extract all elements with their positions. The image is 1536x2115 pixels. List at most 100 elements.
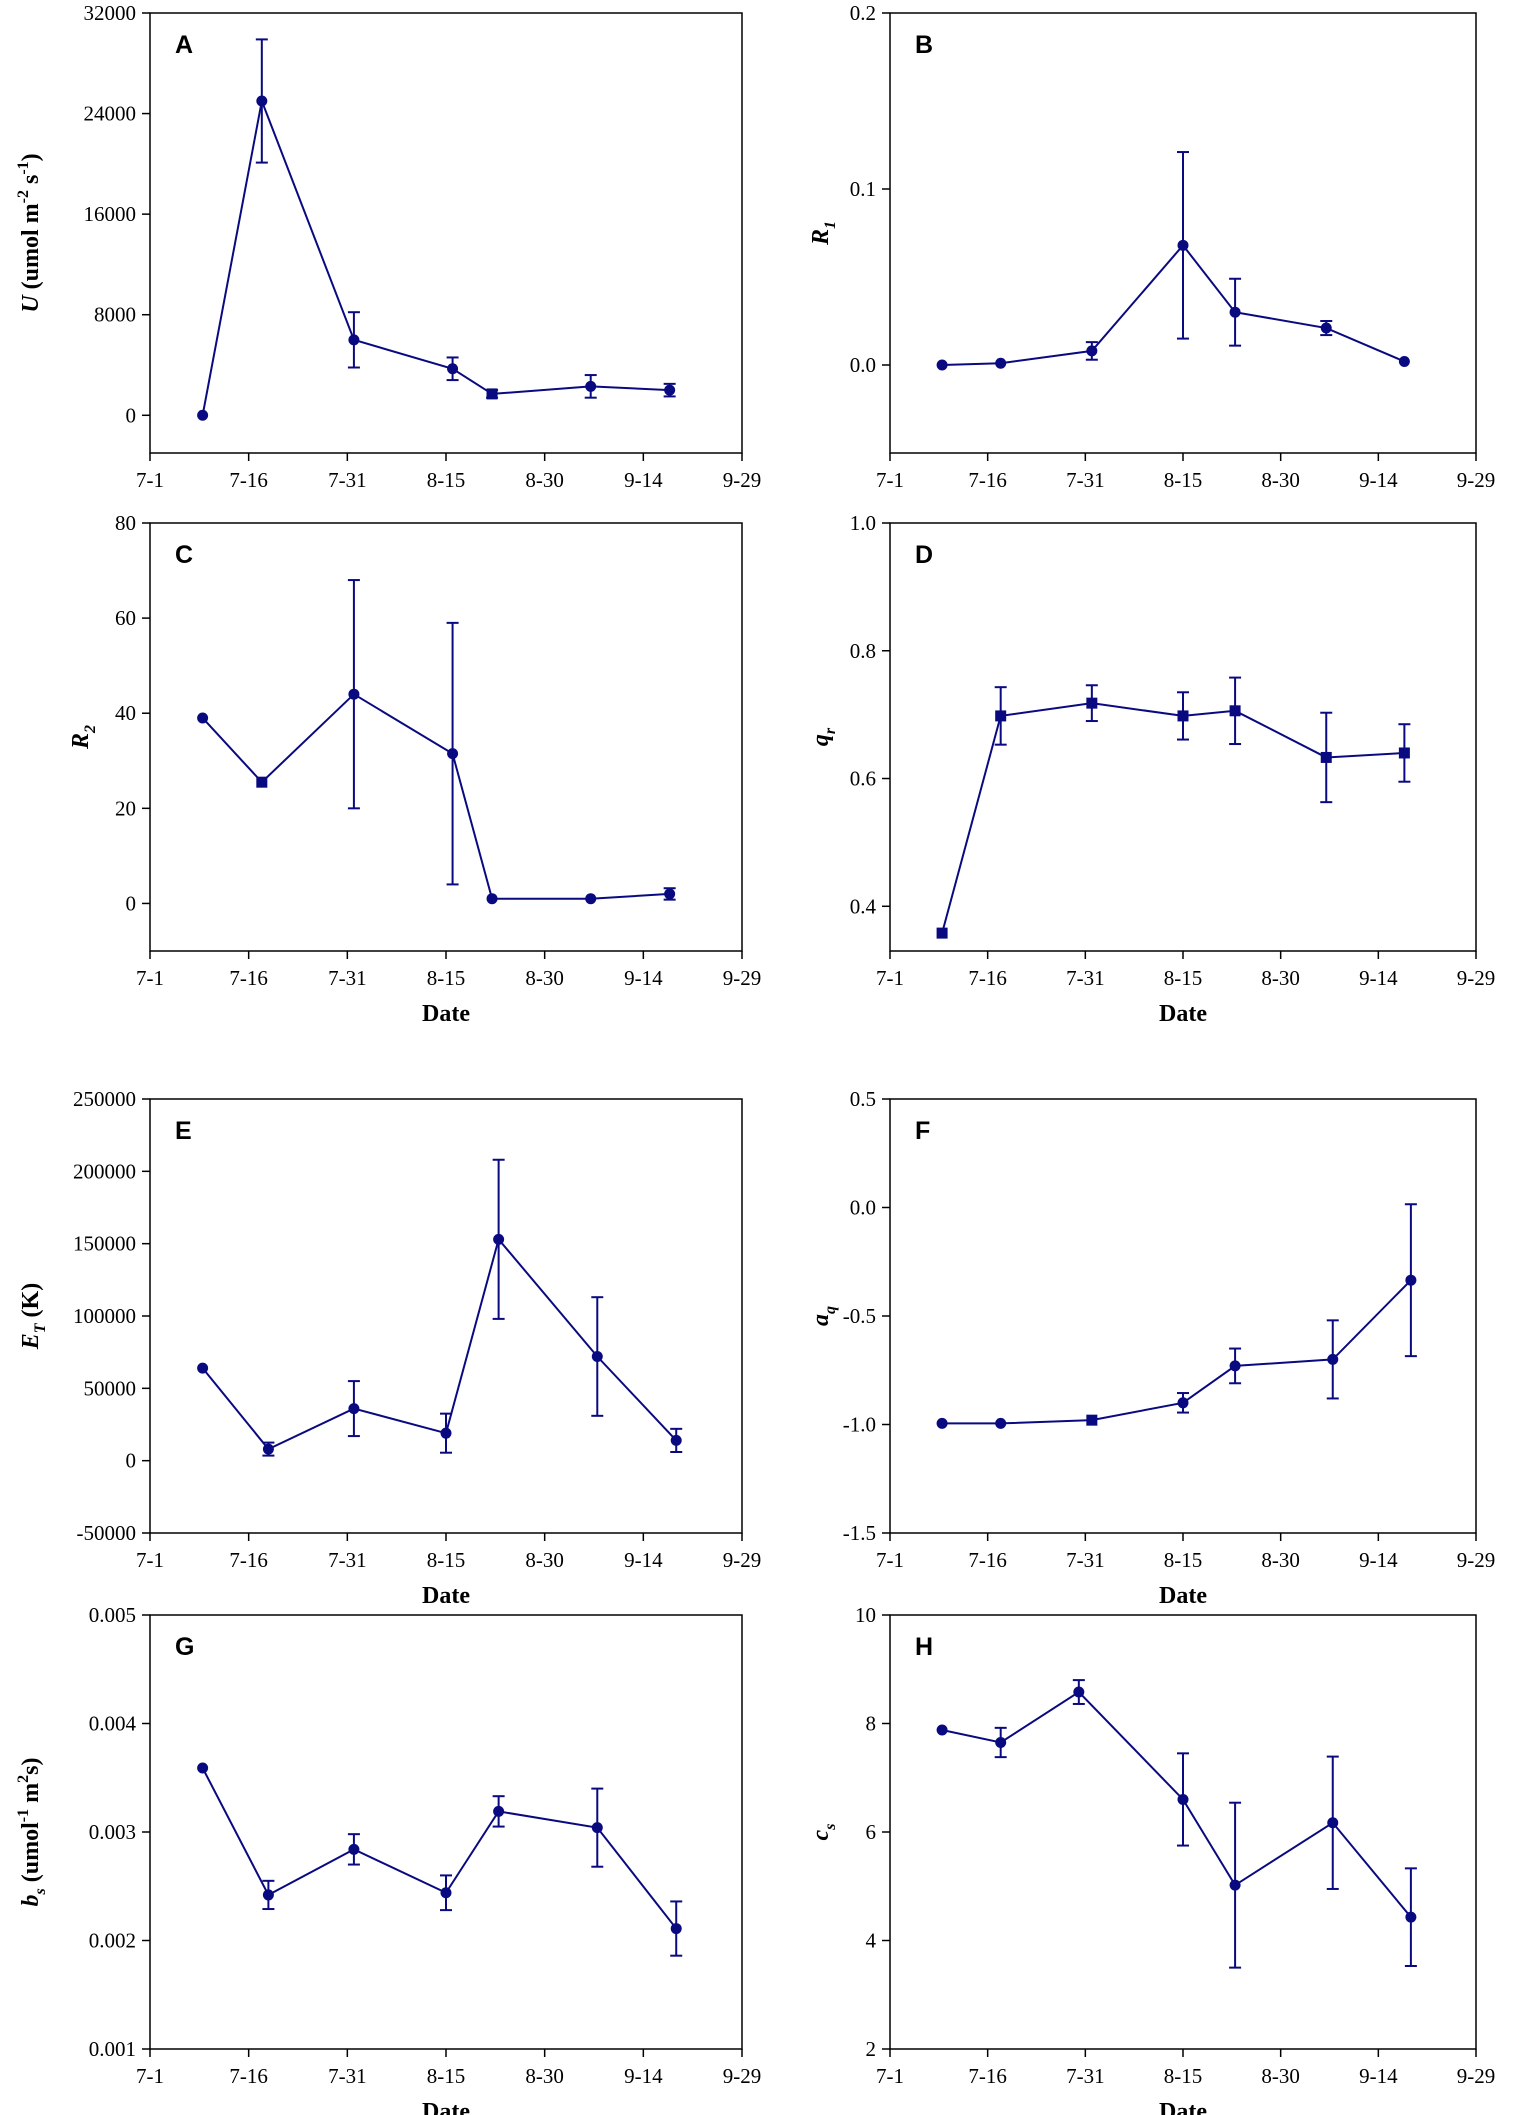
x-axis-title: Date [422, 2099, 470, 2115]
panel-letter: G [175, 1633, 194, 1661]
y-tick-label: 1.0 [850, 511, 876, 535]
data-point [440, 1427, 452, 1439]
y-axis-symbol: E [18, 1333, 44, 1350]
y-tick-label: 0.4 [850, 894, 877, 918]
x-tick-label: 8-30 [525, 468, 564, 492]
y-axis-superscript: 2 [15, 1775, 32, 1783]
x-axis-title: Date [1159, 1001, 1207, 1027]
data-point [447, 363, 459, 375]
y-tick-label: 4 [866, 1929, 877, 1953]
data-point [1229, 1879, 1241, 1891]
data-point [493, 1233, 505, 1245]
data-point [197, 1762, 209, 1774]
x-tick-label: 7-16 [968, 1548, 1007, 1572]
data-point [1229, 705, 1241, 717]
series-line [201, 97, 670, 416]
y-axis-subscript: q [822, 1306, 839, 1314]
x-tick-label: 9-14 [1359, 1548, 1398, 1572]
x-tick-label: 8-30 [1261, 2064, 1300, 2088]
y-tick-label: 0.6 [850, 767, 876, 791]
x-tick-label: 7-31 [328, 2064, 367, 2088]
data-point [591, 1822, 603, 1834]
y-tick-label: -0.5 [843, 1304, 876, 1328]
x-axis-title: Date [1159, 2099, 1207, 2115]
y-tick-label: 0 [126, 1449, 137, 1473]
y-axis-units: ) [18, 153, 44, 161]
y-axis-symbol: c [808, 1829, 834, 1840]
x-tick-label: 7-16 [229, 2064, 268, 2088]
x-tick-label: 7-31 [328, 966, 367, 990]
x-tick-label: 9-29 [1457, 468, 1496, 492]
data-point [1327, 1817, 1339, 1829]
y-axis-symbol: b [18, 1894, 44, 1906]
data-point [1398, 355, 1410, 367]
panel-letter: F [915, 1117, 930, 1145]
data-point [256, 95, 268, 107]
series-line [201, 692, 670, 900]
data-point [1177, 239, 1189, 251]
x-tick-label: 9-14 [1359, 468, 1398, 492]
x-tick-label: 8-15 [1164, 1548, 1203, 1572]
x-tick-label: 7-31 [1066, 1548, 1105, 1572]
y-axis-title: U (umol m-2 s-1) [15, 153, 44, 312]
data-point [197, 1362, 209, 1374]
x-tick-label: 8-15 [427, 1548, 466, 1572]
panel-letter: B [915, 31, 933, 59]
x-tick-label: 9-14 [624, 2064, 663, 2088]
data-point [197, 409, 209, 421]
data-point [1086, 345, 1098, 357]
y-tick-label: -50000 [77, 1521, 137, 1545]
data-point [936, 359, 948, 371]
data-point [1405, 1274, 1417, 1286]
panel-h: 7-1 7-16 7-31 8-15 8-30 9-14 9-29 2 4 6 8 10 H Date cs [808, 1603, 1495, 2115]
panel-e: 7-1 7-16 7-31 8-15 8-30 9-14 9-29 -50000 0 50000 1… [18, 1087, 761, 1609]
data-point [262, 1443, 274, 1455]
y-tick-label: 16000 [84, 202, 137, 226]
data-point [995, 1417, 1007, 1429]
data-point [1320, 322, 1332, 334]
y-axis-subscript: s [822, 1824, 839, 1831]
panel-c: 7-1 7-16 7-31 8-15 8-30 9-14 9-29 0 20 40 60 80 C Dat… [68, 511, 761, 1027]
x-tick-label: 7-1 [136, 1548, 164, 1572]
y-axis-units: (umol m [18, 203, 44, 295]
x-tick-label: 7-31 [328, 1548, 367, 1572]
y-tick-label: 50000 [84, 1376, 137, 1400]
data-point [1327, 1353, 1339, 1365]
y-tick-label: -1.0 [843, 1413, 876, 1437]
data-point [447, 748, 459, 760]
x-tick-label: 8-30 [1261, 966, 1300, 990]
data-point [995, 357, 1007, 369]
y-tick-label: 32000 [84, 1, 137, 25]
data-point [936, 1724, 948, 1736]
data-point [1229, 306, 1241, 318]
x-tick-label: 9-29 [723, 468, 762, 492]
x-tick-label: 7-16 [229, 1548, 268, 1572]
x-tick-label: 8-30 [525, 966, 564, 990]
x-tick-label: 9-29 [1457, 1548, 1496, 1572]
data-point [1086, 1414, 1098, 1426]
y-axis-title: bs (umol-1 m2s) [15, 1758, 49, 1907]
series-line [941, 702, 1405, 934]
y-axis-superscript: -1 [15, 161, 32, 174]
y-tick-label: 100000 [73, 1304, 136, 1328]
y-tick-label: 200000 [73, 1159, 136, 1183]
data-point [585, 893, 597, 905]
x-tick-label: 8-30 [525, 2064, 564, 2088]
y-tick-label: 60 [115, 606, 136, 630]
plot-frame [149, 1614, 743, 2050]
plot-frame [149, 1098, 743, 1534]
y-tick-label: 0.2 [850, 1, 876, 25]
data-point [348, 1843, 360, 1855]
x-tick-label: 7-31 [1066, 966, 1105, 990]
data-point [440, 1887, 452, 1899]
y-axis-subscript: T [32, 1322, 49, 1333]
y-tick-label: 0.8 [850, 639, 876, 663]
y-tick-label: 0.5 [850, 1087, 876, 1111]
data-point [493, 1805, 505, 1817]
x-tick-label: 9-29 [1457, 2064, 1496, 2088]
panel-letter: A [175, 31, 193, 59]
x-tick-label: 7-31 [328, 468, 367, 492]
y-tick-label: 0 [126, 891, 137, 915]
data-point [664, 888, 676, 900]
